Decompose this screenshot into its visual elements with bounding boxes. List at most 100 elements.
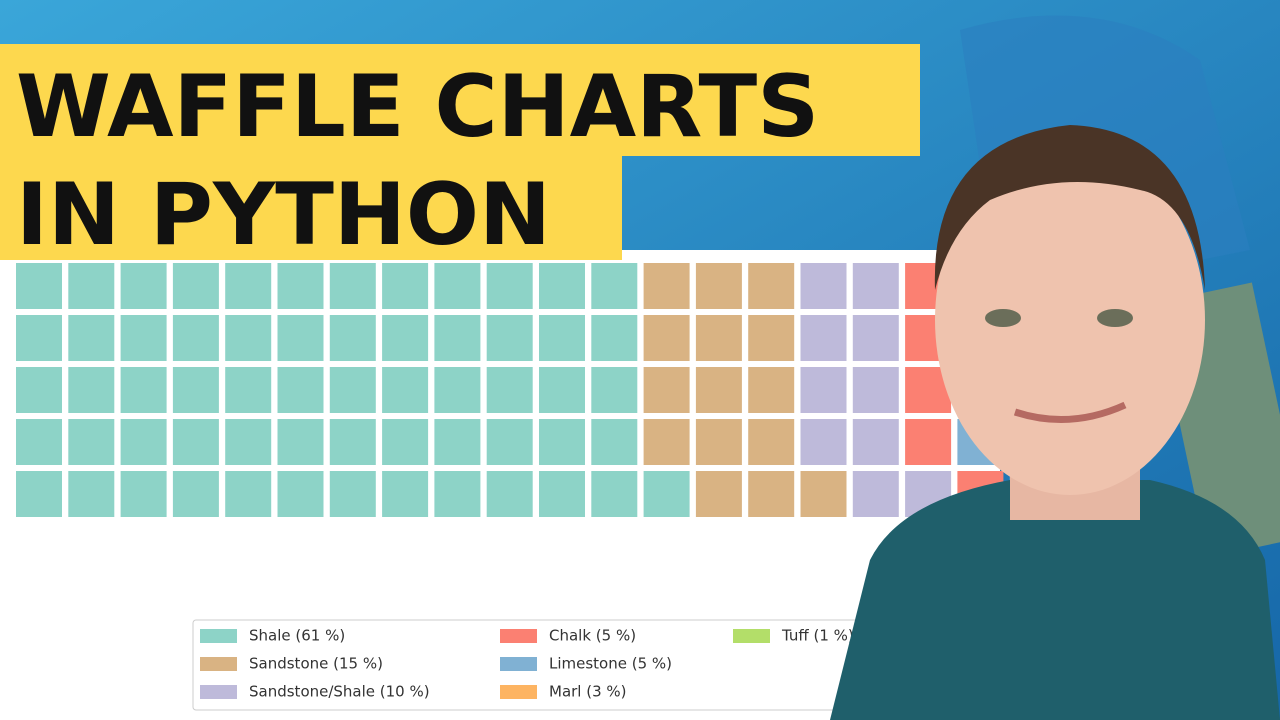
waffle-cell (225, 367, 272, 413)
waffle-cell (591, 263, 638, 309)
waffle-cell (748, 471, 795, 517)
waffle-cell (539, 315, 585, 361)
legend-label: Marl (3 %) (549, 683, 627, 701)
waffle-cell (486, 419, 533, 465)
waffle-cell (695, 471, 742, 517)
waffle-cell (225, 419, 272, 465)
waffle-cell (852, 315, 899, 361)
legend: Shale (61 %) Sandstone (15 %) Sandstone/Sh… (200, 627, 854, 701)
waffle-cell (800, 367, 847, 413)
waffle-cell (68, 471, 115, 517)
waffle-cell (800, 471, 847, 517)
waffle-cell (748, 419, 795, 465)
waffle-cell (643, 471, 690, 517)
waffle-cell (486, 315, 533, 361)
waffle-cell (539, 419, 585, 465)
waffle-cell (539, 263, 585, 309)
waffle-cell (16, 419, 62, 465)
waffle-cell (434, 315, 481, 361)
waffle-cell (591, 419, 638, 465)
waffle-cell (695, 419, 742, 465)
legend-label: Tuff (1 %) (781, 627, 854, 645)
waffle-cell (225, 471, 272, 517)
waffle-cell (434, 419, 481, 465)
waffle-cell (852, 263, 899, 309)
waffle-cell (382, 471, 429, 517)
waffle-cell (120, 263, 167, 309)
eye (1097, 309, 1133, 327)
waffle-cell (905, 419, 952, 465)
waffle-cell (852, 367, 899, 413)
shirt (830, 480, 1280, 720)
waffle-cell (748, 367, 795, 413)
waffle-cell (800, 419, 847, 465)
waffle-cell (277, 315, 324, 361)
waffle-cell (434, 367, 481, 413)
legend-label: Sandstone/Shale (10 %) (249, 683, 430, 701)
waffle-cell (852, 419, 899, 465)
legend-label: Limestone (5 %) (549, 655, 672, 673)
eye (985, 309, 1021, 327)
waffle-cell (382, 263, 429, 309)
mouth (1013, 401, 1127, 423)
legend-label: Chalk (5 %) (549, 627, 636, 645)
title-line: IN PYTHON (16, 165, 551, 265)
waffle-cell (225, 263, 272, 309)
face (935, 145, 1205, 495)
waffle-cell (68, 315, 115, 361)
waffle-cell (16, 263, 62, 309)
waffle-cell (172, 471, 219, 517)
waffle-cell (172, 315, 219, 361)
legend-swatch (500, 657, 537, 671)
waffle-cell (486, 471, 533, 517)
legend-label: Sandstone (15 %) (249, 655, 383, 673)
legend-swatch (500, 685, 537, 699)
waffle-chart (16, 263, 1056, 517)
waffle-cell (329, 263, 376, 309)
waffle-cell (591, 315, 638, 361)
waffle-cell (225, 315, 272, 361)
waffle-cell (277, 263, 324, 309)
title-band (0, 156, 622, 260)
legend-label: Shale (61 %) (249, 627, 345, 645)
waffle-cell (539, 367, 585, 413)
legend-swatch (500, 629, 537, 643)
title-band (0, 44, 920, 156)
waffle-cell (277, 419, 324, 465)
waffle-cell (486, 367, 533, 413)
waffle-cell (120, 419, 167, 465)
hair (934, 125, 1205, 290)
waffle-cell (800, 315, 847, 361)
waffle-cell (68, 367, 115, 413)
waffle-cell (591, 471, 638, 517)
waffle-cell (16, 367, 62, 413)
waffle-cell (852, 471, 899, 517)
waffle-cell (382, 315, 429, 361)
waffle-cell (68, 263, 115, 309)
waffle-cell (329, 471, 376, 517)
waffle-cell (329, 419, 376, 465)
waffle-cell (695, 315, 742, 361)
waffle-cell (748, 263, 795, 309)
waffle-cell (120, 471, 167, 517)
presenter (830, 125, 1280, 720)
waffle-cell (643, 315, 690, 361)
legend-swatch (200, 657, 237, 671)
waffle-cell (172, 367, 219, 413)
waffle-cell (172, 419, 219, 465)
waffle-cell (382, 367, 429, 413)
waffle-cell (329, 315, 376, 361)
waffle-cell (329, 367, 376, 413)
waffle-cell (68, 419, 115, 465)
waffle-cell (643, 367, 690, 413)
waffle-cell (120, 315, 167, 361)
waffle-cell (16, 315, 62, 361)
waffle-cell (591, 367, 638, 413)
waffle-cell (382, 419, 429, 465)
waffle-cell (172, 263, 219, 309)
waffle-cell (695, 367, 742, 413)
waffle-cell (120, 367, 167, 413)
waffle-cell (277, 471, 324, 517)
waffle-cell (434, 263, 481, 309)
